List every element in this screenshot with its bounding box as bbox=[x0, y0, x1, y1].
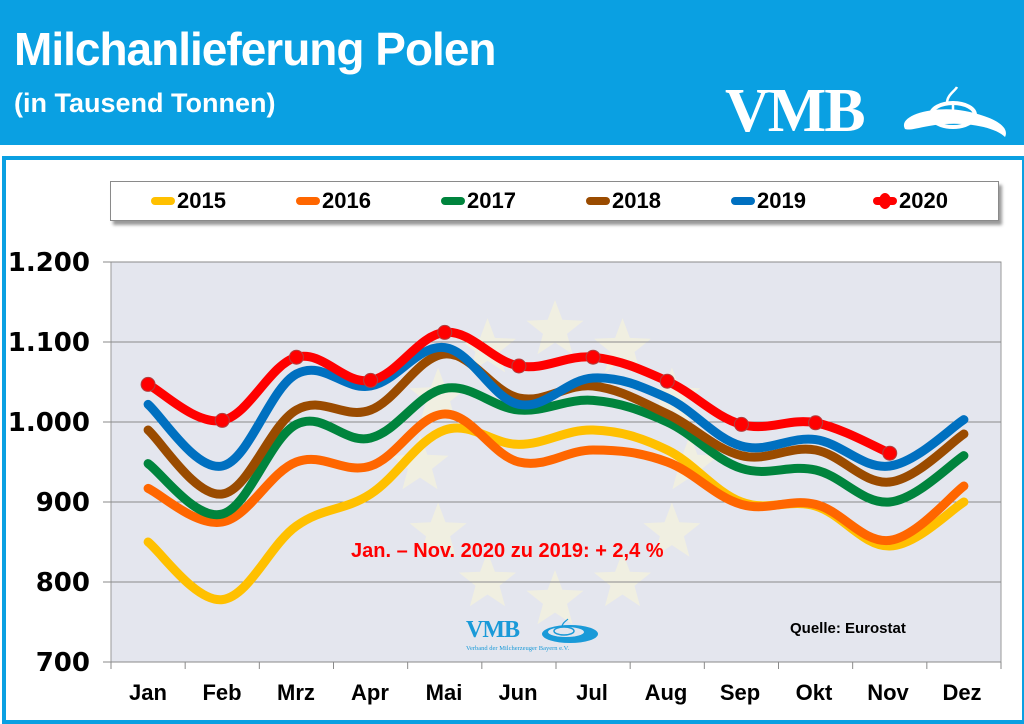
eu-star-icon bbox=[643, 502, 701, 557]
x-tick-label: Jul bbox=[576, 680, 608, 705]
chart-annotation: Jan. – Nov. 2020 zu 2019: + 2,4 % bbox=[351, 540, 664, 562]
legend-swatch-2020 bbox=[873, 193, 897, 209]
x-tick-label: Dez bbox=[942, 680, 982, 705]
y-tick-label: 700 bbox=[35, 648, 90, 678]
x-tick-label: Apr bbox=[351, 680, 389, 705]
eu-star-icon bbox=[594, 551, 651, 607]
page-title: Milchanlieferung Polen bbox=[14, 23, 497, 75]
x-tick-label: Aug bbox=[644, 680, 688, 705]
eu-star-icon bbox=[391, 435, 449, 490]
x-tick-label: Okt bbox=[795, 680, 833, 705]
legend-item-2015: 2015 bbox=[151, 188, 226, 214]
legend-swatch-2017 bbox=[441, 197, 465, 205]
legend-swatch-2016 bbox=[296, 197, 320, 205]
source-note: Quelle: Eurostat bbox=[790, 620, 906, 637]
series-line-2017 bbox=[143, 383, 969, 520]
series-line-2016 bbox=[143, 409, 969, 545]
legend-swatch-2019 bbox=[731, 197, 755, 205]
legend-label: 2016 bbox=[322, 188, 371, 213]
eu-star-icon bbox=[594, 318, 651, 373]
data-point-2020 bbox=[659, 373, 675, 389]
legend-label: 2019 bbox=[757, 188, 806, 213]
data-point-2020 bbox=[808, 415, 824, 431]
x-tick-label: Feb bbox=[202, 680, 242, 705]
eu-star-icon bbox=[409, 502, 467, 557]
x-tick-label: Sep bbox=[719, 680, 761, 705]
x-tick-label: Jan bbox=[129, 680, 167, 705]
legend-label: 2018 bbox=[612, 188, 661, 213]
x-tick-label: Mrz bbox=[277, 680, 315, 705]
data-point-2020 bbox=[363, 372, 379, 388]
x-tick-label: Nov bbox=[867, 680, 909, 705]
data-point-2020 bbox=[511, 358, 527, 374]
vmb-watermark-icon bbox=[542, 618, 598, 643]
y-tick-label: 1.200 bbox=[7, 248, 90, 278]
y-tick-label: 1.100 bbox=[7, 328, 90, 358]
legend-item-2018: 2018 bbox=[586, 188, 661, 214]
legend-item-2020: 2020 bbox=[873, 188, 948, 214]
vmb-logo-icon bbox=[903, 86, 1006, 137]
eu-star-icon bbox=[526, 300, 584, 355]
data-point-2020 bbox=[882, 445, 898, 461]
series-line-2020 bbox=[143, 327, 895, 458]
vmb-watermark-logo-text: VMB bbox=[466, 617, 520, 643]
data-point-2020 bbox=[437, 324, 453, 340]
vmb-watermark-subtext: Verband der Milcherzeuger Bayern e.V. bbox=[466, 645, 570, 652]
x-tick-label: Mai bbox=[425, 680, 463, 705]
legend-label: 2015 bbox=[177, 188, 226, 213]
legend-swatch-2015 bbox=[151, 197, 175, 205]
legend-item-2019: 2019 bbox=[731, 188, 806, 214]
page-subtitle: (in Tausend Tonnen) bbox=[14, 88, 276, 118]
x-tick-label: Jun bbox=[498, 680, 538, 705]
eu-star-icon bbox=[459, 551, 516, 607]
legend-item-2016: 2016 bbox=[296, 188, 371, 214]
data-point-2020 bbox=[585, 349, 601, 365]
y-tick-label: 800 bbox=[35, 568, 90, 598]
legend-item-2017: 2017 bbox=[441, 188, 516, 214]
eu-star-icon bbox=[643, 367, 701, 422]
data-point-2020 bbox=[733, 416, 749, 432]
legend-label: 2017 bbox=[467, 188, 516, 213]
data-point-2020 bbox=[288, 349, 304, 365]
legend-swatch-2018 bbox=[586, 197, 610, 205]
header-banner: Milchanlieferung Polen (in Tausend Tonne… bbox=[0, 0, 1024, 145]
data-point-2020 bbox=[214, 412, 230, 428]
series-line-2019 bbox=[143, 343, 969, 471]
data-point-2020 bbox=[140, 376, 156, 392]
y-tick-label: 1.000 bbox=[7, 408, 90, 438]
legend-label: 2020 bbox=[899, 188, 948, 213]
y-tick-label: 900 bbox=[35, 488, 90, 518]
legend-marker-dot bbox=[879, 193, 891, 209]
chart-legend: 2015 2016 2017 2018 2019 2020 bbox=[110, 181, 999, 221]
eu-star-icon bbox=[526, 570, 584, 625]
vmb-logo-text: VMB bbox=[725, 77, 866, 145]
